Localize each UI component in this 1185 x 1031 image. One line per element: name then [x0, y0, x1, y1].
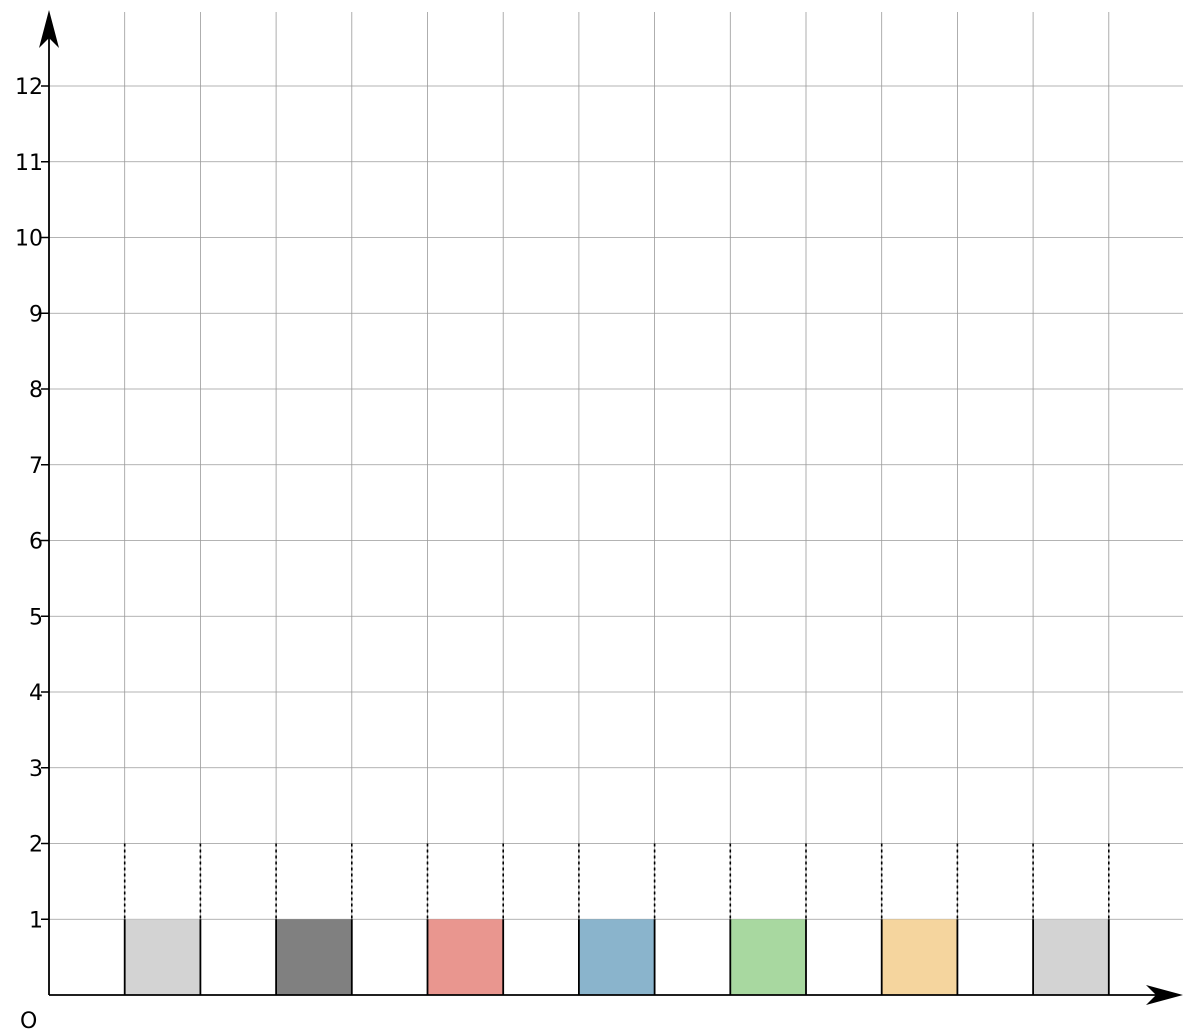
- bars: [123, 919, 1110, 995]
- y-tick-label: 6: [29, 530, 43, 555]
- bar-7: [1033, 919, 1109, 995]
- bar-2: [276, 919, 352, 995]
- axes: [39, 10, 1183, 1005]
- bar-5: [730, 919, 806, 995]
- x-axis-arrow: [1146, 985, 1183, 1005]
- bar-3: [427, 919, 504, 995]
- y-tick-label: 11: [15, 151, 43, 176]
- y-tick-label: 1: [29, 908, 43, 933]
- bar-6: [881, 919, 958, 995]
- y-tick-label: 8: [29, 378, 43, 403]
- y-tick-label: 4: [29, 681, 43, 706]
- y-tick-label: 5: [29, 605, 43, 630]
- y-tick-label: 9: [29, 302, 43, 327]
- y-tick-label: 2: [29, 833, 43, 858]
- bar-1: [124, 919, 201, 995]
- y-tick-label: 12: [15, 75, 43, 100]
- bar-4: [578, 919, 655, 995]
- grid-lines: [49, 12, 1183, 995]
- y-tick-label: 7: [29, 454, 43, 479]
- y-axis-arrow: [39, 10, 59, 48]
- y-tick-label: 10: [15, 227, 43, 252]
- origin-label: O: [20, 1009, 37, 1031]
- dashed-guides: [123, 843, 1110, 920]
- y-tick-label: 3: [29, 757, 43, 782]
